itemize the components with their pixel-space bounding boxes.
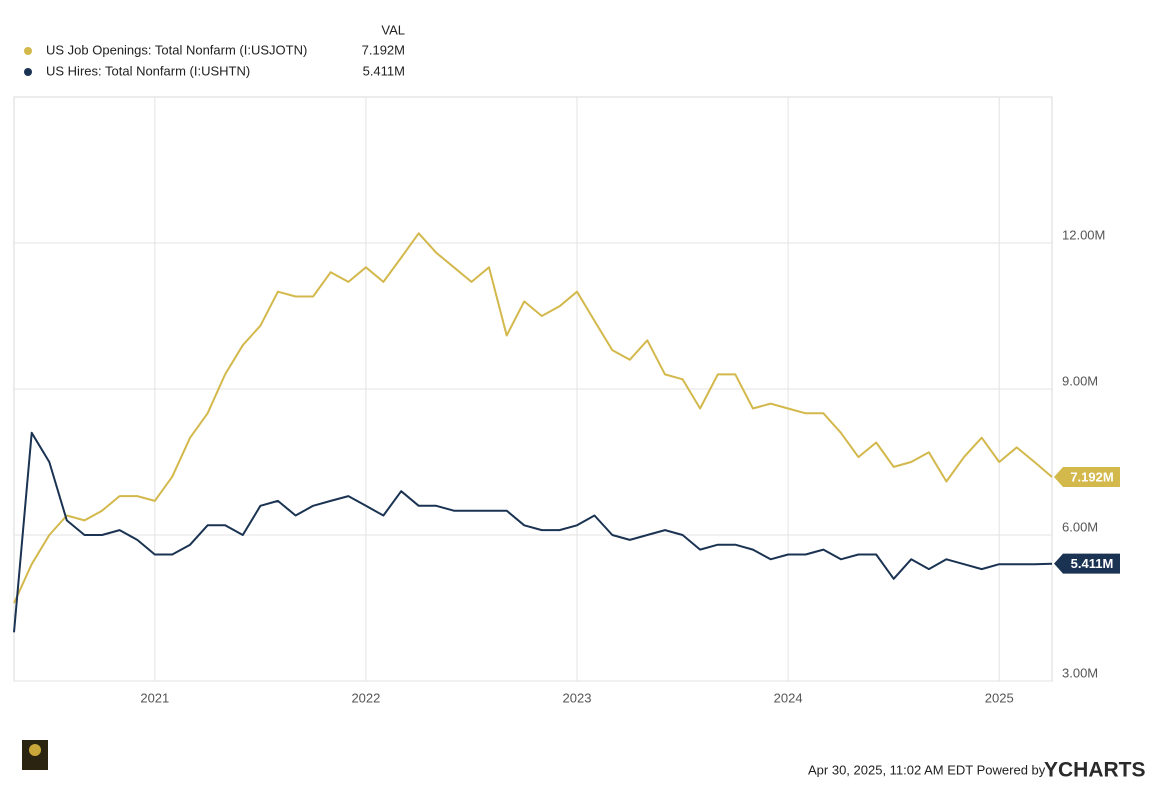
last-value-flag — [1054, 466, 1120, 487]
x-tick-label: 2022 — [351, 690, 380, 705]
last-value-flag — [1054, 553, 1120, 574]
y-tick-label: 3.00M — [1062, 665, 1098, 680]
legend-value: 5.411M — [363, 63, 405, 78]
y-tick-label: 6.00M — [1062, 519, 1098, 534]
x-tick-label: 2025 — [985, 690, 1014, 705]
legend-header: VAL — [381, 22, 405, 37]
last-value-label: 7.192M — [1070, 469, 1113, 484]
legend-marker — [24, 68, 32, 76]
legend-label: US Job Openings: Total Nonfarm (I:USJOTN… — [46, 42, 307, 57]
x-tick-label: 2024 — [774, 690, 803, 705]
y-tick-label: 12.00M — [1062, 227, 1105, 242]
last-value-label: 5.411M — [1071, 556, 1114, 571]
series-line — [13, 232, 1053, 604]
legend-marker — [24, 47, 32, 55]
legend-label: US Hires: Total Nonfarm (I:USHTN) — [46, 63, 250, 78]
x-tick-label: 2023 — [563, 690, 592, 705]
y-tick-label: 9.00M — [1062, 373, 1098, 388]
footer: Apr 30, 2025, 11:02 AM EDT Powered by — [808, 762, 1046, 777]
logo-mark — [29, 744, 41, 756]
legend-value: 7.192M — [362, 42, 405, 57]
series-line — [13, 431, 1053, 633]
x-tick-label: 2021 — [140, 690, 169, 705]
brand: YCHARTS — [1044, 759, 1146, 782]
